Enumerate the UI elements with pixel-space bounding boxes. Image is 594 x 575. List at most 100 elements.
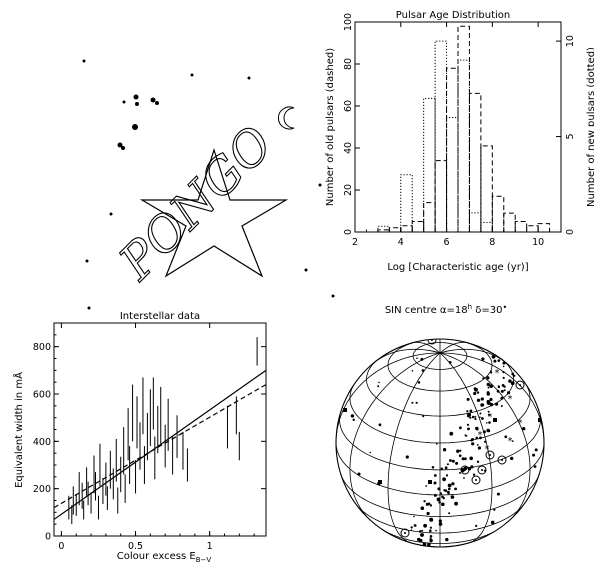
skymap-star: [431, 466, 435, 469]
histogram-xtick-label: 8: [489, 237, 495, 248]
skymap-title: SIN centre α=18h δ=30•: [385, 303, 507, 316]
histogram-panel: Pulsar Age Distribution 2 4 6 8 100204060801…: [325, 10, 594, 273]
scatter-xtick-label: 0: [58, 541, 64, 552]
skymap-star: [433, 474, 437, 477]
histogram-bar-dashed: [434, 160, 448, 232]
skymap-star: [496, 389, 500, 393]
skymap-star: [500, 405, 503, 407]
skymap-star: [438, 522, 443, 526]
skymap-ring-centre: [464, 469, 466, 471]
skymap-star: [476, 398, 481, 402]
histogram-xtick-label: 4: [398, 237, 404, 248]
skymap-ring-centre: [481, 469, 483, 471]
skymap-star: [420, 357, 424, 361]
histogram-bar-dashed: [480, 145, 493, 232]
skymap-star: [476, 460, 480, 463]
skymap-star: [411, 370, 414, 372]
skymap-star: [476, 444, 479, 446]
skymap-meridian: [439, 341, 469, 354]
scatter-xlabel: Colour excess EB−V: [117, 551, 212, 564]
skymap-star: [433, 493, 437, 497]
skymap-asterisk: *: [495, 368, 500, 379]
skymap-star: [481, 357, 485, 361]
skymap-star: [427, 502, 431, 506]
skymap-star: [471, 415, 475, 419]
skymap-star: [427, 542, 431, 547]
skymap-star: [502, 371, 505, 374]
skymap-star: [490, 520, 495, 525]
skymap-star: [466, 397, 470, 401]
skymap-star: [510, 456, 514, 461]
skymap-star: [482, 377, 485, 380]
skymap-star: [472, 473, 476, 476]
skymap-star: [466, 423, 470, 426]
skymap-star: [429, 538, 433, 543]
skymap-star: [440, 492, 443, 495]
skymap-star: [496, 492, 500, 496]
skymap-star: [442, 477, 446, 482]
histogram-ytick-label-left: 80: [343, 58, 354, 70]
skymap-star: [480, 403, 484, 407]
histogram-ylabel-left: Number of old pulsars (dashed): [325, 48, 336, 206]
scatter-panel: Interstellar data 0 0.5 1 0 200 400 600 800 Col…: [12, 311, 267, 564]
skymap-asterisk: *: [513, 360, 518, 371]
skymap-star: [493, 359, 497, 363]
skymap-square: [538, 418, 542, 422]
skymap-star: [503, 389, 506, 392]
skymap-star: [429, 535, 433, 538]
skymap-ring-centre: [404, 532, 406, 534]
histogram-ytick-label-left: 40: [343, 142, 354, 154]
skymap-star: [458, 454, 462, 458]
skymap-asterisk: *: [485, 444, 490, 455]
skymap-star: [420, 506, 425, 511]
skymap-star: [489, 397, 493, 402]
logo-panel: PONGO: [82, 59, 335, 310]
skymap-star: [454, 501, 458, 506]
skymap-star: [442, 448, 447, 452]
skymap-star: [469, 416, 472, 419]
skymap-star: [479, 412, 482, 415]
skymap-star: [486, 399, 490, 404]
skymap-star: [502, 376, 505, 379]
skymap-star: [475, 436, 479, 440]
skymap-meridian: [411, 341, 441, 354]
skymap-square: [378, 480, 382, 484]
skymap-star: [490, 371, 493, 374]
skymap-title-suffix: δ=30: [472, 305, 502, 316]
skymap-star: [422, 415, 425, 418]
skymap-star: [447, 483, 452, 488]
skymap-star: [445, 537, 449, 542]
histogram-bar-dashed: [526, 225, 539, 232]
histogram-bar-dotted: [480, 221, 493, 232]
histogram-ytick-label-right: 10: [565, 35, 576, 47]
skymap-star: [369, 451, 372, 454]
skymap-star: [459, 471, 461, 474]
skymap-star: [429, 526, 432, 529]
histogram-ylabel-right: Number of new pulsars (dotted): [586, 47, 594, 207]
skymap-star: [473, 391, 477, 396]
skymap-title-prefix: SIN centre α=18: [385, 305, 468, 316]
histogram-xtick-label: 2: [352, 237, 358, 248]
skymap-star: [440, 467, 443, 470]
star-icon: [139, 148, 289, 278]
skymap-star: [429, 504, 433, 507]
histogram-bar-dotted: [446, 116, 459, 232]
histogram-bar-dashed: [446, 67, 459, 232]
skymap-asterisk: *: [508, 394, 513, 405]
skymap-ring-centre: [501, 459, 503, 461]
skymap-star: [454, 487, 457, 491]
skymap-star: [471, 438, 474, 441]
histogram-bar-dashed: [468, 92, 482, 232]
skymap-meridian: [439, 352, 493, 543]
skymap-star: [446, 490, 450, 494]
skymap-star: [461, 457, 465, 461]
skymap-star: [470, 465, 474, 469]
skymap-outline: [335, 338, 545, 548]
skymap-panel: SIN centre α=18h δ=30• ********: [335, 303, 545, 548]
histogram-bar-dotted: [457, 59, 470, 232]
skymap-star: [493, 508, 496, 511]
skymap-star: [411, 401, 414, 404]
skymap-star: [429, 517, 434, 522]
skymap-star: [511, 440, 514, 442]
